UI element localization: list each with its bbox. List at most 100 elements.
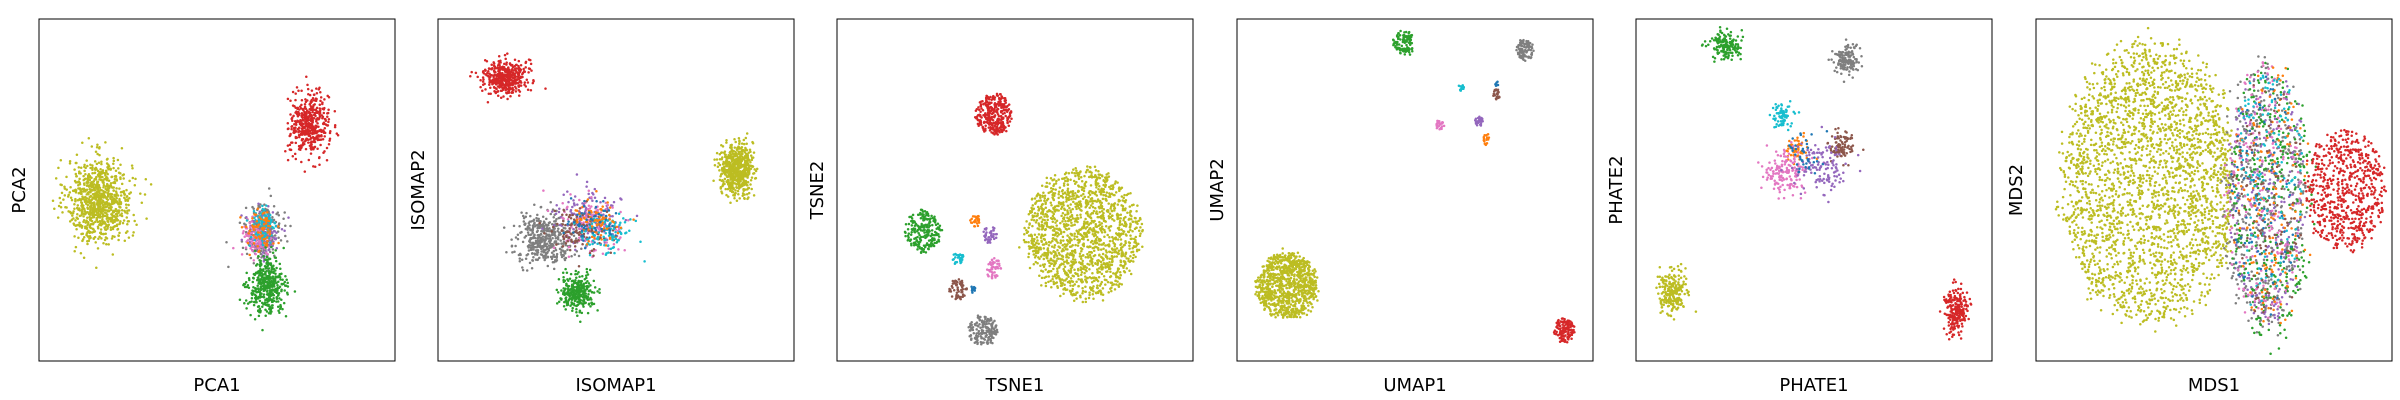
data-point: [99, 205, 102, 208]
data-point: [88, 213, 92, 217]
data-point: [492, 80, 496, 84]
data-point: [272, 240, 275, 243]
data-point: [243, 235, 246, 238]
data-point: [515, 70, 519, 74]
data-point: [719, 173, 723, 176]
data-point: [93, 160, 97, 163]
data-point: [271, 216, 274, 219]
y-axis-label: PCA2: [9, 166, 30, 213]
data-point: [262, 238, 265, 241]
data-point: [718, 158, 722, 161]
data-point: [572, 302, 576, 305]
data-point: [737, 175, 741, 179]
data-point: [513, 58, 517, 61]
data-point: [725, 193, 728, 197]
data-point: [264, 246, 267, 249]
data-point: [577, 233, 581, 237]
data-point: [258, 299, 262, 303]
data-point: [315, 87, 318, 90]
data-point: [743, 175, 747, 178]
data-point: [738, 197, 741, 200]
data-point: [131, 234, 135, 237]
data-point: [528, 224, 531, 227]
data-point: [274, 269, 277, 272]
data-point: [74, 197, 77, 201]
data-point: [85, 159, 88, 162]
data-point: [575, 281, 579, 285]
data-point: [261, 204, 264, 208]
data-point: [484, 88, 487, 91]
data-point: [300, 103, 303, 107]
data-point: [593, 286, 597, 289]
data-point: [308, 134, 312, 138]
data-point: [60, 183, 63, 187]
data-point: [562, 231, 565, 235]
data-point: [107, 187, 110, 190]
data-point: [578, 212, 581, 215]
data-point: [557, 242, 560, 246]
data-point: [574, 239, 577, 243]
data-point: [310, 89, 314, 92]
data-point: [297, 144, 301, 148]
data-point: [272, 285, 276, 288]
data-point: [319, 129, 323, 132]
data-point: [575, 304, 578, 308]
data-point: [306, 87, 310, 91]
data-point: [252, 259, 256, 262]
data-point: [522, 220, 526, 223]
data-point: [493, 86, 496, 89]
data-point: [312, 140, 316, 144]
data-point: [257, 235, 261, 238]
data-point: [564, 299, 568, 302]
data-point: [256, 231, 260, 234]
data-point: [252, 261, 256, 265]
data-point: [127, 209, 131, 212]
data-point: [118, 197, 121, 201]
data-point: [270, 268, 273, 272]
data-point: [73, 189, 77, 193]
data-point: [535, 219, 539, 223]
data-point: [86, 239, 89, 243]
data-point: [241, 231, 245, 235]
data-point: [277, 241, 280, 245]
data-point: [254, 300, 257, 304]
data-point: [486, 101, 490, 104]
data-point: [719, 187, 723, 190]
data-point: [555, 302, 559, 305]
data-point: [262, 235, 266, 239]
data-point: [77, 166, 81, 169]
data-point: [100, 160, 103, 164]
data-point: [253, 296, 257, 300]
data-point: [111, 199, 115, 202]
data-point: [738, 142, 741, 145]
data-point: [729, 155, 732, 159]
data-point: [588, 236, 591, 239]
data-point: [309, 136, 313, 140]
data-point: [594, 231, 598, 234]
data-point: [267, 275, 271, 278]
data-point: [116, 158, 120, 162]
data-point: [72, 210, 75, 213]
data-point: [69, 211, 73, 215]
data-point: [516, 237, 520, 241]
data-point: [251, 245, 255, 249]
data-point: [102, 241, 105, 245]
data-point: [582, 221, 585, 224]
data-point: [268, 250, 272, 254]
data-point: [124, 211, 127, 214]
data-point: [257, 223, 261, 227]
data-point: [305, 117, 308, 120]
data-point: [264, 222, 268, 225]
data-point: [98, 189, 101, 192]
data-point: [247, 232, 250, 235]
data-point: [574, 296, 578, 300]
data-point: [293, 290, 297, 293]
data-point: [118, 221, 122, 225]
data-point: [256, 276, 260, 279]
data-point: [566, 248, 569, 252]
data-point: [521, 266, 524, 269]
data-point: [741, 171, 744, 175]
data-point: [117, 167, 120, 170]
data-point: [538, 256, 541, 260]
data-point: [315, 120, 318, 123]
